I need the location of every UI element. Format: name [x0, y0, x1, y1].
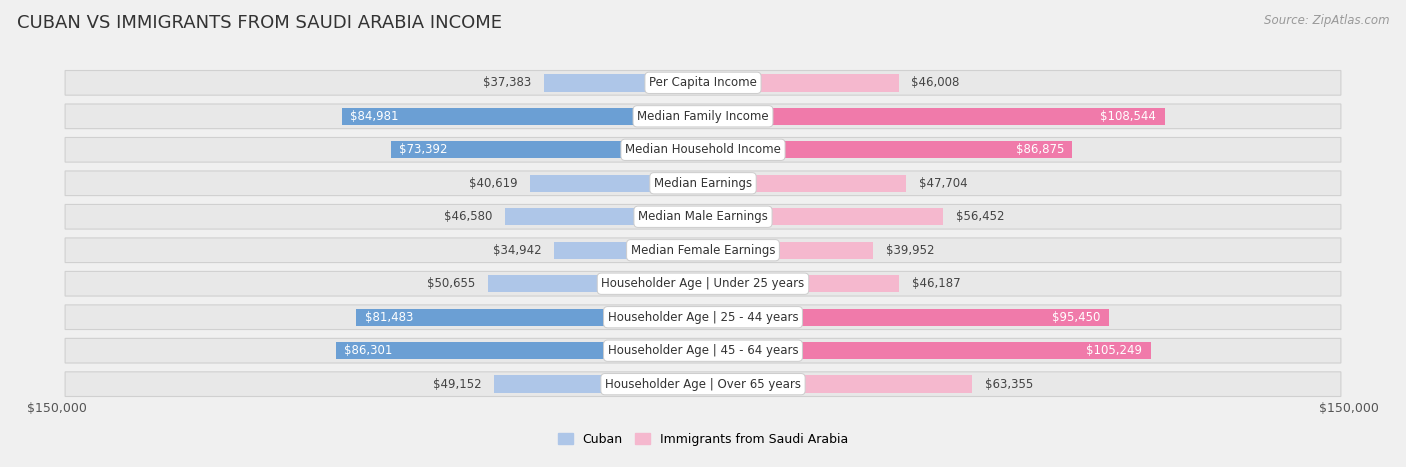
Bar	[703, 208, 943, 226]
Text: $105,249: $105,249	[1085, 344, 1142, 357]
Text: Householder Age | 45 - 64 years: Householder Age | 45 - 64 years	[607, 344, 799, 357]
Text: $40,619: $40,619	[468, 177, 517, 190]
Bar	[703, 241, 873, 259]
Text: $108,544: $108,544	[1101, 110, 1156, 123]
Text: Median Earnings: Median Earnings	[654, 177, 752, 190]
Bar	[342, 107, 703, 125]
Text: $46,187: $46,187	[912, 277, 960, 290]
Text: $150,000: $150,000	[27, 402, 87, 415]
Text: $37,383: $37,383	[484, 76, 531, 89]
FancyBboxPatch shape	[65, 238, 1341, 262]
Text: $84,981: $84,981	[350, 110, 399, 123]
Text: $150,000: $150,000	[1319, 402, 1379, 415]
Bar	[530, 175, 703, 192]
Bar	[336, 342, 703, 360]
Text: $49,152: $49,152	[433, 378, 481, 391]
Bar	[357, 309, 703, 326]
Text: $50,655: $50,655	[426, 277, 475, 290]
Text: Source: ZipAtlas.com: Source: ZipAtlas.com	[1264, 14, 1389, 27]
FancyBboxPatch shape	[65, 171, 1341, 196]
FancyBboxPatch shape	[65, 339, 1341, 363]
Text: Median Male Earnings: Median Male Earnings	[638, 210, 768, 223]
Text: Householder Age | Under 25 years: Householder Age | Under 25 years	[602, 277, 804, 290]
Text: Householder Age | Over 65 years: Householder Age | Over 65 years	[605, 378, 801, 391]
FancyBboxPatch shape	[65, 271, 1341, 296]
FancyBboxPatch shape	[65, 205, 1341, 229]
Text: $46,008: $46,008	[911, 76, 960, 89]
Bar	[505, 208, 703, 226]
FancyBboxPatch shape	[65, 104, 1341, 128]
Bar	[703, 175, 905, 192]
Legend: Cuban, Immigrants from Saudi Arabia: Cuban, Immigrants from Saudi Arabia	[553, 428, 853, 451]
Text: Per Capita Income: Per Capita Income	[650, 76, 756, 89]
Text: $86,875: $86,875	[1015, 143, 1064, 156]
FancyBboxPatch shape	[65, 137, 1341, 162]
Bar	[703, 107, 1164, 125]
Text: Median Household Income: Median Household Income	[626, 143, 780, 156]
Text: $46,580: $46,580	[444, 210, 492, 223]
Text: Householder Age | 25 - 44 years: Householder Age | 25 - 44 years	[607, 311, 799, 324]
Text: Median Family Income: Median Family Income	[637, 110, 769, 123]
Bar	[488, 275, 703, 292]
Bar	[554, 241, 703, 259]
Text: $81,483: $81,483	[366, 311, 413, 324]
FancyBboxPatch shape	[65, 71, 1341, 95]
Text: $95,450: $95,450	[1052, 311, 1101, 324]
Bar	[703, 74, 898, 92]
Text: $63,355: $63,355	[986, 378, 1033, 391]
Bar	[703, 141, 1073, 158]
Text: CUBAN VS IMMIGRANTS FROM SAUDI ARABIA INCOME: CUBAN VS IMMIGRANTS FROM SAUDI ARABIA IN…	[17, 14, 502, 32]
Text: $73,392: $73,392	[399, 143, 449, 156]
Text: $56,452: $56,452	[956, 210, 1004, 223]
Bar	[703, 342, 1150, 360]
Bar	[703, 375, 973, 393]
Bar	[703, 309, 1109, 326]
Text: $39,952: $39,952	[886, 244, 934, 257]
Text: $86,301: $86,301	[344, 344, 392, 357]
Bar	[494, 375, 703, 393]
Text: $34,942: $34,942	[494, 244, 541, 257]
Bar	[391, 141, 703, 158]
FancyBboxPatch shape	[65, 372, 1341, 396]
FancyBboxPatch shape	[65, 305, 1341, 330]
Text: $47,704: $47,704	[918, 177, 967, 190]
Text: Median Female Earnings: Median Female Earnings	[631, 244, 775, 257]
Bar	[703, 275, 900, 292]
Bar	[544, 74, 703, 92]
